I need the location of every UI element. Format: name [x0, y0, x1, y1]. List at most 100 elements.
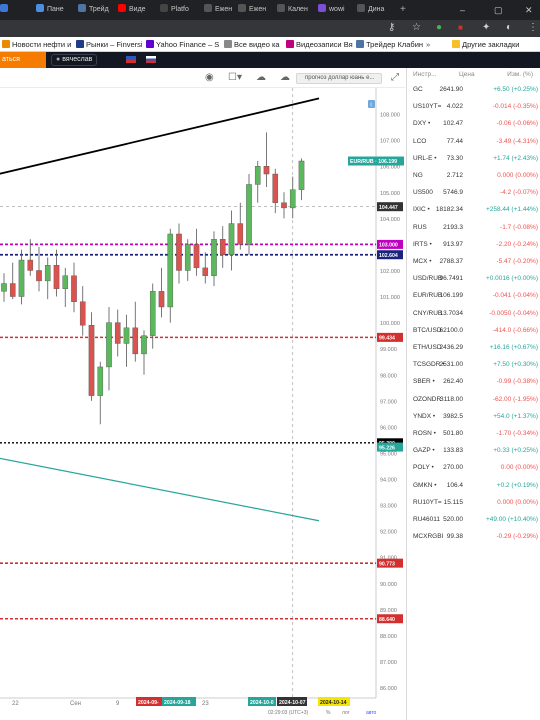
date-tag-label: 2024-09- — [138, 700, 159, 706]
watchlist-change: -5.47 (-0.20%) — [496, 258, 538, 265]
watchlist-row[interactable]: GMKN • 106.4 +0.2 (+0.19%) — [407, 477, 540, 494]
watchlist-price: 133.83 — [443, 447, 463, 455]
watchlist-row[interactable]: SBER • 262.40 -0.99 (-0.38%) — [407, 373, 540, 390]
watchlist-row[interactable]: GC 2641.90 +6.50 (+0.25%) — [407, 81, 540, 98]
candle-body — [149, 291, 156, 336]
watchlist-change: +6.50 (+0.25%) — [493, 86, 538, 93]
cloud-icon[interactable]: ☁ — [256, 72, 266, 83]
header-change[interactable]: Изм. (%) — [507, 71, 533, 78]
minimize-icon[interactable]: – — [460, 5, 466, 15]
watchlist-row[interactable]: USD/RUB 96.7491 +0.0016 (+0.00%) — [407, 270, 540, 287]
watchlist-row[interactable]: MCX • 2788.37 -5.47 (-0.20%) — [407, 253, 540, 270]
cloud-upload-icon[interactable]: ☁ — [280, 72, 290, 83]
watchlist-change: +0.0016 (+0.00%) — [485, 275, 538, 283]
other-bookmarks[interactable]: Другие закладки — [452, 39, 519, 50]
candle-body — [202, 267, 209, 276]
fullscreen-icon[interactable]: ⤢ — [391, 72, 399, 83]
bookmark-2[interactable]: Рынки – Finversi — [76, 39, 143, 50]
header-price[interactable]: Цена — [459, 71, 475, 78]
tab-5[interactable]: Ежен — [204, 3, 242, 20]
watchlist-change: -0.29 (-0.29%) — [496, 533, 538, 541]
level-tag-label: 102.604 — [379, 253, 398, 259]
flag-ru-icon[interactable] — [146, 56, 156, 63]
candle-body — [219, 238, 226, 256]
watchlist-row[interactable]: BTC/USD 62100.0 -414.0 (-0.66%) — [407, 322, 540, 339]
tab-8[interactable]: wowi — [318, 3, 356, 20]
watchlist-row[interactable]: RU46011 520.00 +49.00 (+10.40%) — [407, 511, 540, 528]
watchlist-row[interactable]: IRTS • 913.97 -2.20 (-0.24%) — [407, 236, 540, 253]
puzzle-icon[interactable]: ✦ — [482, 22, 491, 33]
chart-style-icon[interactable]: ☐▾ — [228, 72, 242, 83]
watchlist-symbol: IXIC • — [413, 206, 430, 214]
candle-body — [1, 283, 7, 292]
extension-badge-icon[interactable]: ■ — [458, 23, 463, 32]
watchlist-row[interactable]: DXY • 102.47 -0.06 (-0.06%) — [407, 115, 540, 132]
tab-9[interactable]: Дина — [357, 3, 397, 20]
watchlist-row[interactable]: URL-E • 73.30 +1.74 (+2.43%) — [407, 150, 540, 167]
price-tick-label: 86.000 — [380, 686, 397, 692]
menu-dots-icon[interactable]: ⋮ — [528, 22, 538, 33]
watchlist-row[interactable]: US10YT= 4.022 -0.014 (-0.35%) — [407, 98, 540, 115]
tab-1[interactable]: Пане — [36, 3, 76, 20]
info-badge-icon — [368, 100, 375, 108]
watchlist-row[interactable]: ROSN • 501.80 -1.70 (-0.34%) — [407, 425, 540, 442]
watchlist-change: +49.00 (+10.40%) — [485, 516, 538, 523]
watchlist-row[interactable]: ETH/USD 2436.29 +16.16 (+0.67%) — [407, 339, 540, 356]
tab-partial[interactable] — [0, 3, 14, 20]
tab-6[interactable]: Ежен — [238, 3, 276, 20]
price-tick-label: 99.000 — [380, 347, 397, 353]
candle-body — [36, 270, 42, 282]
watchlist-row[interactable]: NG 2.712 0.000 (0.00%) — [407, 167, 540, 184]
watchlist-change: -0.014 (-0.35%) — [492, 103, 538, 111]
watchlist-row[interactable]: CNY/RUB 13.7034 -0.0050 (-0.04%) — [407, 305, 540, 322]
bookmark-3[interactable]: Yahoo Finance – S — [146, 39, 219, 50]
star-icon[interactable]: ☆ — [412, 22, 421, 33]
bookmark-6[interactable]: Трейдер Клабин — [356, 39, 423, 50]
watchlist-row[interactable]: IXIC • 18182.34 +258.44 (+1.44%) — [407, 201, 540, 218]
level-tag-label: 99.434 — [379, 336, 395, 342]
tab-favicon — [160, 4, 168, 12]
watchlist-row[interactable]: EUR/RUB 106.199 -0.041 (-0.04%) — [407, 287, 540, 304]
user-name: вячеслав — [62, 56, 93, 63]
watchlist-row[interactable]: MCXRGBI 99.38 -0.29 (-0.29%) — [407, 528, 540, 545]
watchlist-row[interactable]: POLY • 270.00 0.00 (0.00%) — [407, 459, 540, 476]
tab-3[interactable]: Виде — [118, 3, 158, 20]
watchlist-row[interactable]: US500 5746.9 -4.2 (-0.07%) — [407, 184, 540, 201]
login-button[interactable]: аться — [0, 52, 46, 68]
price-chart[interactable]: 108.000 107.000 106.000 105.000 104.000 103.0… — [0, 88, 405, 720]
new-tab-button[interactable]: + — [400, 4, 406, 15]
watchlist-row[interactable]: TCSGDR • 2531.00 +7.50 (+0.30%) — [407, 356, 540, 373]
compare-input[interactable]: прогноз доллар юань е... — [296, 73, 382, 84]
watchlist-panel: Инстр... Цена Изм. (%) GC 2641.90 +6.50 (+… — [406, 68, 540, 720]
watchlist-symbol: URL-E • — [413, 154, 437, 162]
bookmarks-overflow[interactable]: » — [426, 40, 431, 49]
key-icon[interactable]: ⚷ — [388, 22, 396, 33]
profile-icon[interactable]: ◐ — [506, 22, 513, 33]
tab-favicon — [78, 4, 86, 12]
tab-4[interactable]: Platfo — [160, 3, 202, 20]
extension-icon[interactable]: ● — [436, 22, 443, 33]
bookmark-favicon — [146, 40, 154, 48]
bookmark-1[interactable]: Новости нефти и — [2, 39, 71, 50]
watchlist-row[interactable]: LCO 77.44 -3.49 (-4.31%) — [407, 133, 540, 150]
bookmark-label: Видеозаписи Вя — [296, 40, 353, 49]
watchlist-row[interactable]: RUS 2193.3 -1.7 (-0.08%) — [407, 219, 540, 236]
bookmark-5[interactable]: Видеозаписи Вя — [286, 39, 353, 50]
header-symbol[interactable]: Инстр... — [413, 71, 437, 78]
tab-favicon — [277, 4, 285, 12]
flag-icon[interactable] — [126, 56, 136, 63]
user-menu[interactable]: ● вячеслав — [51, 54, 98, 66]
watchlist-row[interactable]: YNDX • 3982.5 +54.0 (+1.37%) — [407, 408, 540, 425]
close-window-icon[interactable]: ✕ — [525, 5, 533, 15]
watchlist-row[interactable]: GAZP • 133.83 +0.33 (+0.25%) — [407, 442, 540, 459]
tab-7[interactable]: Кален — [277, 3, 315, 20]
tab-2[interactable]: Трейд — [78, 3, 116, 20]
candle-body — [141, 335, 147, 355]
camera-icon[interactable]: ◉ — [205, 72, 214, 83]
bookmark-4[interactable]: Все видео ка — [224, 39, 280, 50]
watchlist-row[interactable]: RU10YT= 15.115 0.000 (0.00%) — [407, 494, 540, 511]
watchlist-row[interactable]: OZONDR 3118.00 -62.00 (-1.95%) — [407, 391, 540, 408]
bookmark-label: Yahoo Finance – S — [156, 40, 220, 49]
price-tick-label: 102.000 — [380, 269, 400, 275]
maximize-icon[interactable]: ▢ — [494, 5, 503, 15]
